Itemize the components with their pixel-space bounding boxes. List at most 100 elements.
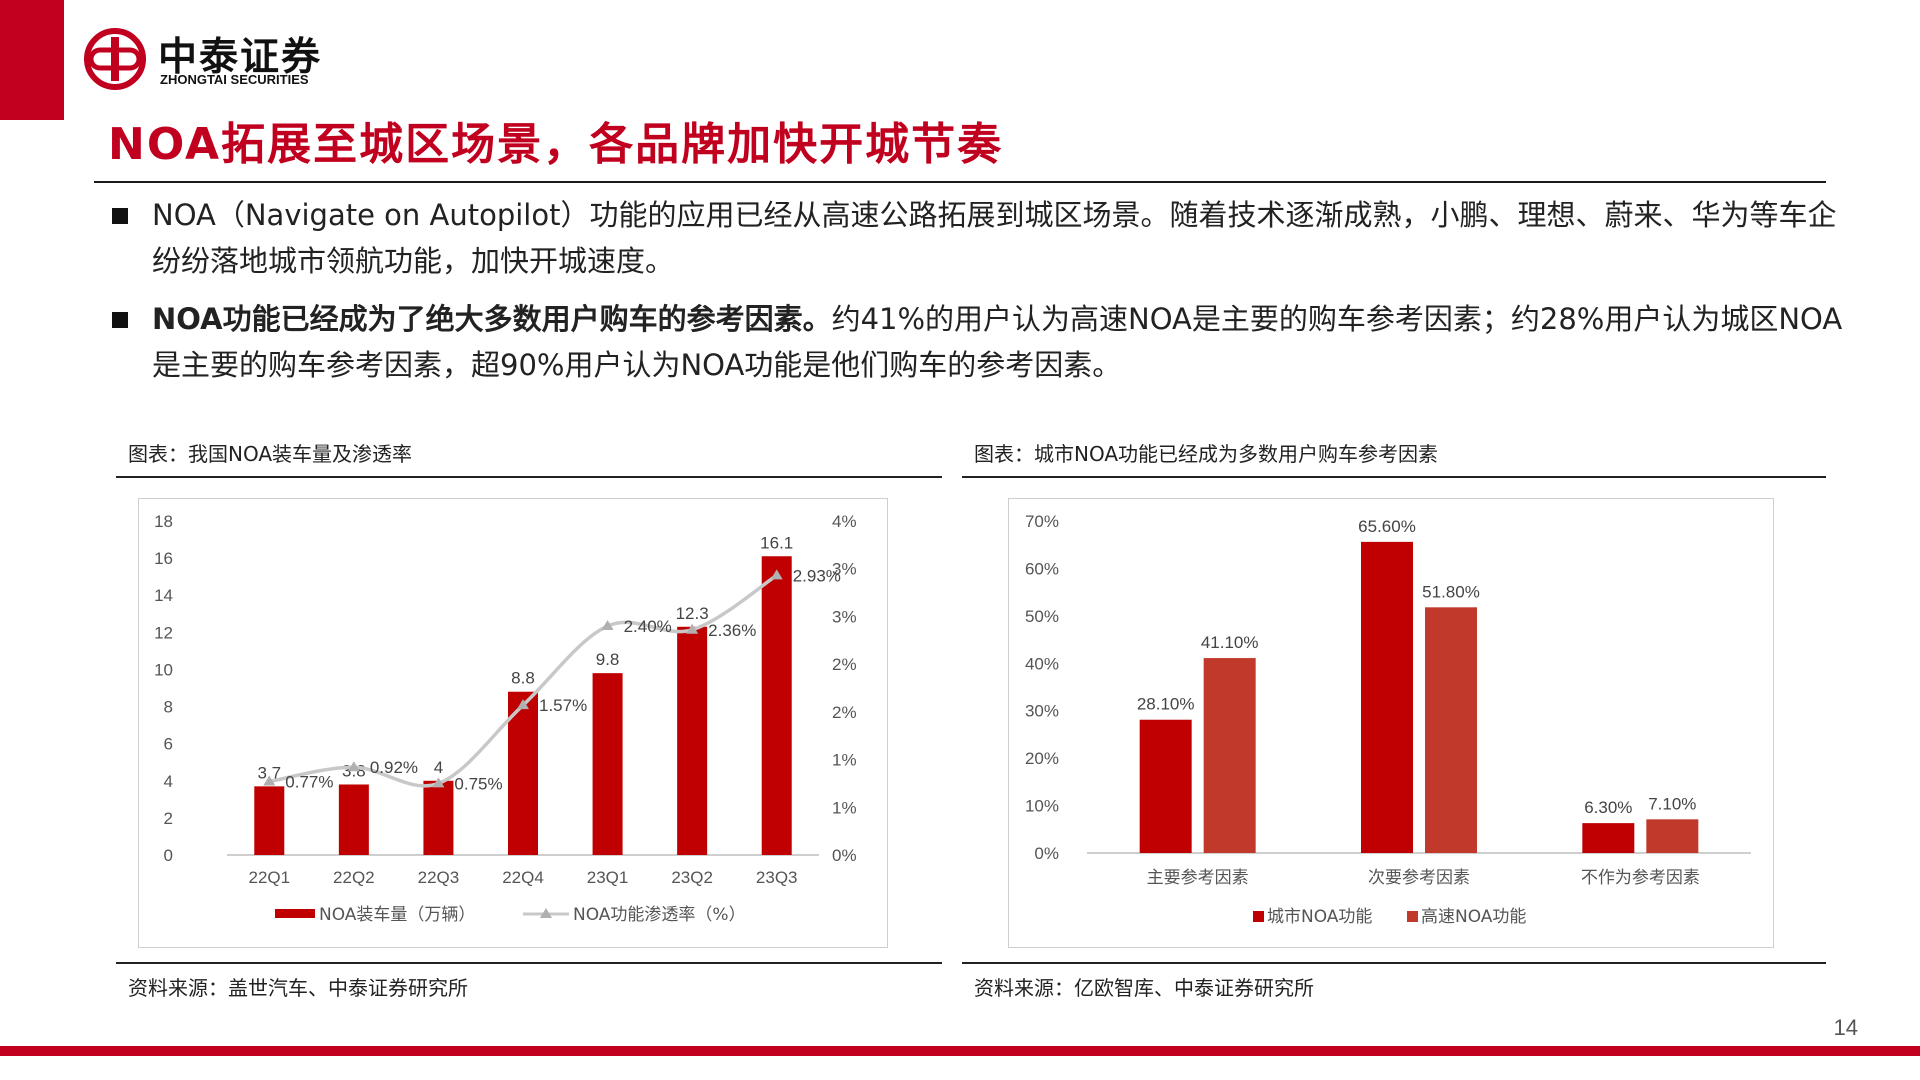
y-axis-tick-label: 10	[154, 660, 173, 679]
y2-axis-tick-label: 2%	[832, 703, 857, 722]
logo-mark-icon	[84, 28, 146, 90]
x-axis-tick-label: 23Q1	[587, 868, 629, 887]
y2-axis-tick-label: 2%	[832, 655, 857, 674]
x-axis-tick-label: 23Q2	[671, 868, 713, 887]
bar-value-label: 65.60%	[1358, 517, 1416, 536]
y2-axis-tick-label: 3%	[832, 560, 857, 579]
bar-value-label: 9.8	[596, 650, 620, 669]
bullet-square-icon	[112, 312, 128, 328]
line-point-marker	[347, 761, 360, 772]
x-axis-tick-label: 23Q3	[756, 868, 798, 887]
right-chart-source: 资料来源：亿欧智库、中泰证券研究所	[974, 976, 1314, 1000]
right-chart-frame: 0% 10% 20% 30% 40% 50% 60% 70% 28.10% 65.60% 6.30%…	[1008, 498, 1774, 948]
bullet-text: NOA（Navigate on Autopilot）功能的应用已经从高速公路拓展…	[152, 198, 1837, 278]
left-chart-frame: 0246810121416180%1%1%2%2%3%3%4%3.73.848.…	[138, 498, 888, 948]
y2-axis-tick-label: 1%	[832, 751, 857, 770]
line-value-label: 2.40%	[624, 617, 672, 636]
y-axis-tick-label: 18	[154, 512, 173, 531]
bullet-square-icon	[112, 208, 128, 224]
y-axis-tick-label: 12	[154, 623, 173, 642]
bar-value-label: 3.7	[257, 763, 281, 782]
bar-noa-volume	[592, 673, 623, 855]
line-point-marker	[517, 699, 529, 710]
x-axis-tick-label: 主要参考因素	[1147, 868, 1249, 888]
left-chart-source: 资料来源：盖世汽车、中泰证券研究所	[128, 976, 468, 1000]
bar-noa-volume	[761, 556, 792, 855]
y-axis-tick-label: 0	[164, 846, 173, 865]
y-axis-tick-label: 10%	[1025, 797, 1059, 816]
bar-noa-volume	[338, 784, 369, 855]
y-axis-tick-label: 40%	[1025, 654, 1059, 673]
right-source-divider	[962, 962, 1826, 964]
bar-city-noa	[1139, 719, 1192, 853]
line-point-marker	[686, 623, 699, 634]
line-value-label: 2.93%	[793, 566, 841, 585]
y2-axis-tick-label: 3%	[832, 607, 857, 626]
left-source-divider	[116, 962, 942, 964]
left-chart-caption: 图表：我国NOA装车量及渗透率	[128, 442, 413, 466]
x-axis-tick-label: 22Q4	[502, 868, 544, 887]
page-number: 14	[1833, 1015, 1858, 1040]
bar-highway-noa	[1646, 819, 1699, 853]
legend-label: 高速NOA功能	[1421, 907, 1526, 927]
legend-swatch	[1407, 911, 1418, 922]
bar-value-label: 8.8	[511, 669, 535, 688]
bar-value-label: 28.10%	[1137, 695, 1195, 714]
bar-value-label: 12.3	[676, 604, 709, 623]
bar-noa-volume	[508, 691, 538, 855]
y-axis-tick-label: 4	[164, 772, 173, 791]
y-axis-tick-label: 20%	[1025, 749, 1059, 768]
legend-label: NOA功能渗透率（%）	[573, 905, 746, 925]
y-axis-tick-label: 70%	[1025, 512, 1059, 531]
bar-value-label: 41.10%	[1201, 633, 1259, 652]
x-axis-tick-label: 不作为参考因素	[1581, 868, 1700, 888]
bar-highway-noa	[1203, 658, 1256, 853]
title-divider	[94, 181, 1826, 183]
bar-value-label: 7.10%	[1648, 794, 1696, 813]
y-axis-tick-label: 16	[154, 549, 173, 568]
bar-value-label: 6.30%	[1584, 798, 1632, 817]
y2-axis-tick-label: 4%	[832, 512, 857, 531]
y-axis-tick-label: 8	[164, 698, 173, 717]
footer-accent-bar	[0, 1046, 1920, 1056]
legend-swatch	[1253, 911, 1264, 922]
legend-label: 城市NOA功能	[1267, 907, 1372, 927]
line-value-label: 2.36%	[708, 621, 756, 640]
bar-value-label: 4	[434, 758, 443, 777]
bar-highway-noa	[1425, 607, 1477, 853]
y2-axis-tick-label: 1%	[832, 798, 857, 817]
legend-swatch-bar	[275, 909, 315, 918]
y-axis-tick-label: 60%	[1025, 559, 1059, 578]
line-point-marker	[432, 777, 445, 788]
page-title: NOA拓展至城区场景，各品牌加快开城节奏	[108, 119, 1004, 170]
bullet-bold-text: NOA功能已经成为了绝大多数用户购车的参考因素。	[152, 302, 832, 336]
line-point-marker	[770, 569, 783, 580]
logo-name-cn: 中泰证券	[158, 35, 323, 80]
logo-name-en: ZHONGTAI SECURITIES	[160, 72, 309, 87]
legend-label: NOA装车量（万辆）	[319, 905, 475, 925]
right-chart-caption: 图表：城市NOA功能已经成为多数用户购车参考因素	[974, 442, 1439, 466]
bar-city-noa	[1361, 541, 1413, 853]
y-axis-tick-label: 50%	[1025, 607, 1059, 626]
noa-installation-chart: 0246810121416180%1%1%2%2%3%3%4%3.73.848.…	[154, 512, 857, 925]
y2-axis-tick-label: 0%	[832, 846, 857, 865]
legend-marker	[540, 908, 552, 918]
bar-noa-volume	[677, 626, 708, 855]
y-axis-tick-label: 2	[164, 809, 173, 828]
company-logo: 中泰证券 ZHONGTAI SECURITIES	[84, 24, 444, 94]
x-axis-tick-label: 次要参考因素	[1368, 868, 1470, 888]
y-axis-tick-label: 30%	[1025, 702, 1059, 721]
y-axis-tick-label: 14	[154, 586, 173, 605]
bar-city-noa	[1582, 823, 1635, 853]
left-caption-divider	[116, 476, 942, 478]
line-value-label: 0.92%	[370, 758, 418, 777]
x-axis-tick-label: 22Q3	[418, 868, 460, 887]
line-point-marker	[601, 619, 614, 630]
bar-value-label: 51.80%	[1422, 582, 1480, 601]
bar-noa-volume	[423, 780, 454, 855]
line-value-label: 0.75%	[454, 774, 502, 793]
line-value-label: 0.77%	[285, 773, 333, 792]
corner-accent-bar	[0, 0, 64, 120]
line-point-marker	[263, 775, 276, 786]
bar-value-label: 16.1	[760, 533, 793, 552]
